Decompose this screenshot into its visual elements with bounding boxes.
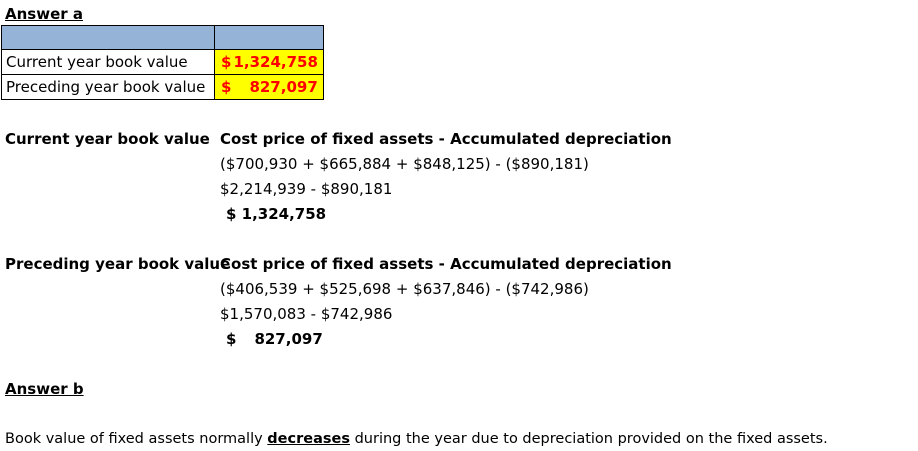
answer-b-text: Book value of fixed assets normally decr… xyxy=(5,429,828,449)
table-header-row xyxy=(1,25,324,50)
table-row: Preceding year book value $827,097 xyxy=(1,75,324,100)
current-step-1: ($700,930 + $665,884 + $848,125) - ($890… xyxy=(220,155,589,173)
row-label-preceding[interactable]: Preceding year book value xyxy=(1,75,215,100)
preceding-step-2: $1,570,083 - $742,986 xyxy=(220,305,393,323)
answer-b-text-before: Book value of fixed assets normally xyxy=(5,431,268,447)
currency-symbol: $ xyxy=(221,53,232,71)
answer-b-emphasis: decreases xyxy=(267,431,350,447)
table-row: Current year book value $1,324,758 xyxy=(1,50,324,75)
amount: 827,097 xyxy=(254,330,323,348)
header-cell-value[interactable] xyxy=(215,25,324,50)
currency-symbol: $ xyxy=(221,78,232,96)
header-cell-label[interactable] xyxy=(1,25,215,50)
currency-symbol: $ xyxy=(226,330,237,348)
row-value-current[interactable]: $1,324,758 xyxy=(215,50,324,75)
current-label: Current year book value xyxy=(5,130,210,148)
preceding-formula: Cost price of fixed assets - Accumulated… xyxy=(220,255,672,273)
answer-b-heading: Answer b xyxy=(5,380,84,398)
book-value-table: Current year book value $1,324,758 Prece… xyxy=(1,25,324,100)
row-label-current[interactable]: Current year book value xyxy=(1,50,215,75)
answer-a-heading: Answer a xyxy=(5,5,83,23)
answer-b-text-after: during the year due to depreciation prov… xyxy=(349,431,828,447)
current-result: $ 1,324,758 xyxy=(226,205,327,223)
preceding-step-1: ($406,539 + $525,698 + $637,846) - ($742… xyxy=(220,280,589,298)
row-value-preceding[interactable]: $827,097 xyxy=(215,75,324,100)
preceding-label: Preceding year book value xyxy=(5,255,231,273)
amount: 827,097 xyxy=(249,78,318,96)
preceding-result: $827,097 xyxy=(226,329,323,349)
current-formula: Cost price of fixed assets - Accumulated… xyxy=(220,130,672,148)
current-step-2: $2,214,939 - $890,181 xyxy=(220,180,393,198)
amount: 1,324,758 xyxy=(233,53,318,71)
